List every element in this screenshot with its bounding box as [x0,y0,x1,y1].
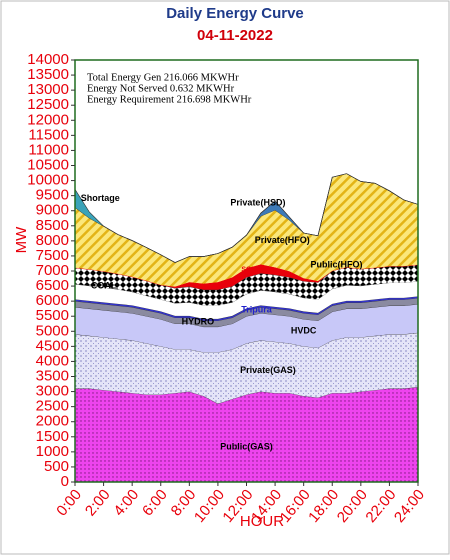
series-label: Private(HFO) [255,235,310,245]
y-tick-label: 7000 [36,262,69,279]
series-label: Tripura [241,305,273,315]
annotation: Energy Requirement 216.698 MKWHr [87,94,252,105]
series-label: Public(GAS) [220,442,273,452]
y-tick-label: 9500 [36,187,69,204]
texture [75,332,418,404]
y-tick-label: 6000 [36,292,69,309]
x-axis-label: HOUR [240,513,284,530]
x-tick-label: 0:00 [53,486,85,519]
plot: Public(GAS) Private(GAS) HVDC HYDRO Tripura C… [27,51,428,526]
y-tick-label: 3000 [36,383,69,400]
y-tick-label: 5000 [36,322,69,339]
y-tick-label: 5500 [36,307,69,324]
y-axis-label: MW [13,226,30,253]
area [75,281,418,319]
x-tick-label: 18:00 [305,486,342,526]
area [75,264,418,290]
y-tick-label: 3500 [36,367,69,384]
y-tick-label: 6500 [36,277,69,294]
x-tick-label: 6:00 [139,486,171,519]
y-tick-label: 13000 [27,81,69,98]
y-tick-label: 10000 [27,172,69,189]
texture [75,264,418,306]
y-tick-label: 13500 [27,66,69,83]
y-tick-label: 0 [61,473,69,490]
y-tick-label: 12000 [27,111,69,128]
texture [75,387,418,482]
y-tick-label: 10500 [27,156,69,173]
chart-title: Daily Energy Curve [166,5,304,22]
area-edge [74,280,419,306]
x-tick-label: 4:00 [110,486,142,519]
y-tick-label: 8000 [36,232,69,249]
area [75,304,418,353]
y-tick-label: 2000 [36,413,69,430]
y-tick-label: 1000 [36,443,69,460]
y-tick-label: 1500 [36,428,69,445]
area-edge [74,173,419,263]
x-tick-label: 16:00 [277,486,314,526]
y-tick-label: 4000 [36,352,69,369]
series-label: COAL [91,280,117,290]
x-tick-label: 22:00 [362,486,399,526]
chart-subtitle: 04-11-2022 [197,27,273,44]
series-label: SOLAR [241,266,266,273]
series-label: Private(GAS) [240,365,296,375]
series-label: HVDC [291,326,317,336]
texture [75,173,418,287]
y-tick-label: 12500 [27,96,69,113]
area [75,298,418,327]
x-tick-label: 10:00 [191,486,228,526]
series-label: Shortage [81,193,120,203]
y-tick-label: 8500 [36,217,69,234]
series-label: Private(HSD) [230,198,285,208]
x-tick-label: 24:00 [391,486,428,526]
x-tick-label: 2:00 [82,486,114,519]
annotation: Energy Not Served 0.632 MKWHr [87,83,235,94]
y-tick-label: 7500 [36,247,69,264]
annotation: Total Energy Gen 216.066 MKWHr [87,72,239,83]
series-label: HYDRO [182,317,215,327]
series-label: Public(HFO) [311,259,363,269]
y-tick-label: 2500 [36,398,69,415]
y-tick-label: 9000 [36,202,69,219]
y-tick-label: 14000 [27,51,69,68]
x-tick-label: 20:00 [334,486,371,526]
y-tick-label: 500 [44,458,69,475]
y-tick-label: 4500 [36,337,69,354]
y-tick-label: 11500 [28,126,69,143]
y-tick-label: 11000 [28,141,69,158]
